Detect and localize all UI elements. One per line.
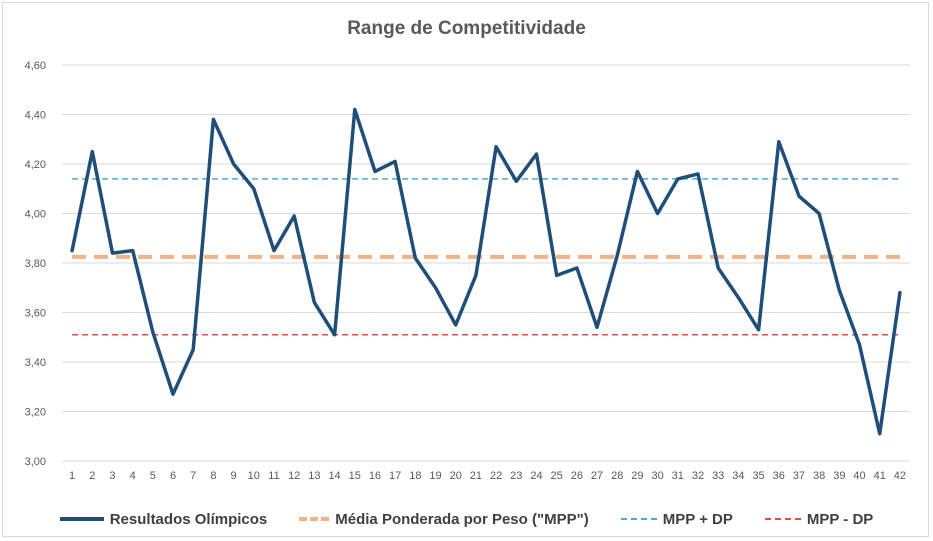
x-tick-label: 6: [170, 470, 176, 482]
x-tick-label: 5: [150, 470, 156, 482]
x-tick-label: 9: [231, 470, 237, 482]
x-tick-label: 10: [248, 470, 260, 482]
x-tick-label: 37: [793, 470, 805, 482]
x-tick-label: 17: [389, 470, 401, 482]
gridlines: [62, 64, 910, 462]
y-axis-ticks: 3,00 3,20 3,40 3,60 3,80 4,00 4,20 4,40 4,60: [25, 60, 46, 468]
x-tick-label: 40: [853, 470, 865, 482]
legend-label-mpp: Média Ponderada por Peso ("MPP"): [335, 510, 589, 528]
x-tick-label: 30: [651, 470, 663, 482]
y-tick-label: 3,00: [25, 456, 46, 468]
y-tick-label: 3,60: [25, 308, 46, 320]
legend-swatch-mpp-plus-dp: [620, 518, 657, 520]
x-tick-label: 29: [631, 470, 643, 482]
x-tick-label: 11: [268, 470, 279, 482]
x-tick-label: 25: [551, 470, 563, 482]
x-tick-label: 32: [692, 470, 704, 482]
x-tick-label: 4: [130, 470, 136, 482]
x-tick-label: 36: [773, 470, 785, 482]
x-tick-label: 23: [510, 470, 522, 482]
x-tick-label: 39: [833, 470, 845, 482]
x-tick-label: 33: [712, 470, 724, 482]
y-tick-label: 4,20: [25, 159, 46, 171]
data-series: [70, 107, 902, 436]
legend-item-mpp-plus-dp: MPP + DP: [620, 510, 733, 528]
x-tick-label: 24: [530, 470, 542, 482]
legend-label-resultados: Resultados Olímpicos: [109, 510, 268, 528]
y-tick-label: 3,20: [25, 407, 46, 419]
x-tick-label: 42: [894, 470, 906, 482]
x-tick-label: 20: [450, 470, 462, 482]
legend-swatch-mpp: [299, 517, 330, 521]
legend-item-mpp: Média Ponderada por Peso ("MPP"): [299, 510, 589, 528]
chart-title: Range de Competitividade: [347, 18, 586, 39]
x-tick-label: 41: [874, 470, 886, 482]
x-tick-label: 22: [490, 470, 502, 482]
x-tick-label: 19: [429, 470, 441, 482]
series-line-resultados: [70, 107, 902, 436]
legend-item-mpp-minus-dp: MPP - DP: [764, 510, 874, 528]
legend-label-mpp-minus-dp: MPP - DP: [806, 510, 874, 528]
reference-lines: [72, 178, 900, 336]
x-tick-label: 7: [190, 470, 196, 482]
x-tick-label: 8: [210, 470, 216, 482]
x-tick-label: 28: [611, 470, 623, 482]
x-tick-label: 1: [69, 470, 75, 482]
y-tick-label: 4,40: [25, 110, 46, 122]
x-tick-label: 13: [308, 470, 320, 482]
x-tick-label: 18: [409, 470, 421, 482]
x-tick-label: 14: [328, 470, 340, 482]
y-tick-label: 3,40: [25, 357, 46, 369]
x-tick-label: 38: [813, 470, 825, 482]
x-tick-label: 35: [752, 470, 764, 482]
y-tick-label: 4,00: [25, 209, 46, 221]
x-tick-label: 27: [591, 470, 603, 482]
legend-label-mpp-plus-dp: MPP + DP: [662, 510, 733, 528]
x-tick-label: 26: [571, 470, 583, 482]
x-tick-label: 3: [109, 470, 115, 482]
x-tick-label: 21: [470, 470, 482, 482]
x-tick-label: 16: [369, 470, 381, 482]
x-axis-ticks: 1 2 3 4 5 6 7 8 9 10 11 12 13 14 15 16 17 18 19 20 21 22 23 24 2…: [69, 470, 906, 482]
x-tick-label: 15: [349, 470, 361, 482]
legend-item-resultados: Resultados Olímpicos: [59, 510, 268, 528]
x-tick-label: 2: [89, 470, 95, 482]
y-tick-label: 3,80: [25, 258, 46, 270]
legend-swatch-mpp-minus-dp: [764, 518, 801, 520]
x-tick-label: 12: [288, 470, 300, 482]
y-tick-label: 4,60: [25, 60, 46, 72]
x-tick-label: 34: [732, 470, 744, 482]
legend: Resultados Olímpicos Média Ponderada por…: [0, 508, 933, 530]
legend-swatch-resultados: [59, 517, 104, 521]
x-tick-label: 31: [672, 470, 684, 482]
